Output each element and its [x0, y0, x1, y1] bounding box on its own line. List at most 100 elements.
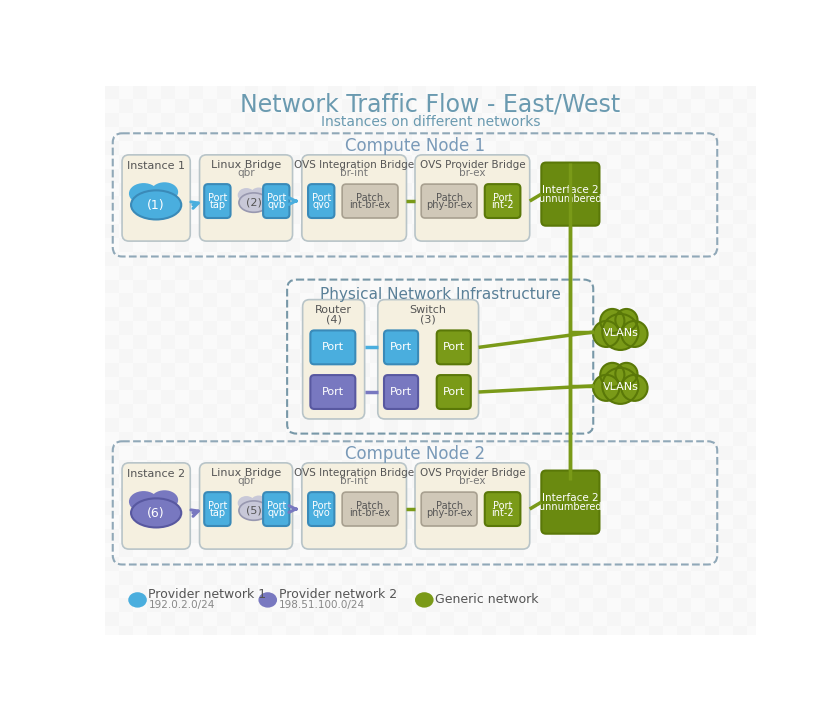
- Bar: [747, 501, 761, 515]
- Bar: [510, 210, 523, 224]
- Bar: [747, 127, 761, 141]
- Bar: [551, 183, 565, 197]
- Bar: [705, 391, 719, 404]
- Text: Port: Port: [266, 501, 286, 511]
- Bar: [412, 86, 426, 99]
- Bar: [328, 86, 342, 99]
- Bar: [649, 169, 663, 183]
- Bar: [510, 515, 523, 529]
- Bar: [398, 86, 412, 99]
- Bar: [593, 294, 607, 307]
- Bar: [370, 473, 384, 488]
- Bar: [607, 446, 621, 460]
- Bar: [133, 113, 147, 127]
- Bar: [510, 183, 523, 197]
- Bar: [607, 307, 621, 321]
- Bar: [160, 488, 175, 501]
- Bar: [105, 210, 119, 224]
- Bar: [607, 488, 621, 501]
- Bar: [342, 404, 356, 419]
- Bar: [272, 197, 286, 210]
- Bar: [649, 279, 663, 294]
- Bar: [705, 279, 719, 294]
- FancyBboxPatch shape: [302, 155, 407, 241]
- Bar: [580, 321, 593, 335]
- Bar: [690, 321, 705, 335]
- Bar: [356, 307, 370, 321]
- Bar: [690, 529, 705, 543]
- Bar: [244, 349, 259, 363]
- Bar: [202, 570, 217, 585]
- Bar: [719, 238, 732, 252]
- Bar: [356, 279, 370, 294]
- Bar: [440, 183, 454, 197]
- Bar: [147, 626, 160, 640]
- Bar: [663, 543, 677, 557]
- Bar: [398, 294, 412, 307]
- Bar: [286, 210, 301, 224]
- Bar: [301, 570, 314, 585]
- Bar: [496, 598, 510, 612]
- Bar: [635, 169, 649, 183]
- Bar: [677, 335, 691, 349]
- Bar: [607, 363, 621, 376]
- Bar: [259, 460, 272, 473]
- Bar: [272, 252, 286, 266]
- Bar: [230, 419, 244, 432]
- Bar: [133, 488, 147, 501]
- Bar: [635, 446, 649, 460]
- Bar: [244, 141, 259, 155]
- Bar: [314, 266, 328, 279]
- Bar: [677, 127, 691, 141]
- Bar: [301, 515, 314, 529]
- Bar: [272, 376, 286, 391]
- Bar: [160, 252, 175, 266]
- Bar: [217, 612, 230, 626]
- Bar: [398, 266, 412, 279]
- Bar: [538, 183, 551, 197]
- Bar: [523, 169, 538, 183]
- Bar: [663, 279, 677, 294]
- Bar: [328, 363, 342, 376]
- Bar: [454, 543, 468, 557]
- Bar: [523, 252, 538, 266]
- Bar: [593, 266, 607, 279]
- Bar: [607, 391, 621, 404]
- Bar: [663, 598, 677, 612]
- Bar: [510, 238, 523, 252]
- Bar: [119, 210, 133, 224]
- Bar: [370, 210, 384, 224]
- Bar: [663, 224, 677, 238]
- Bar: [705, 169, 719, 183]
- Bar: [719, 183, 732, 197]
- Bar: [160, 557, 175, 570]
- Bar: [565, 335, 580, 349]
- Bar: [370, 612, 384, 626]
- Bar: [747, 169, 761, 183]
- Bar: [314, 155, 328, 169]
- Bar: [230, 626, 244, 640]
- Bar: [621, 335, 635, 349]
- Bar: [510, 488, 523, 501]
- Bar: [230, 224, 244, 238]
- Text: OVS Provider Bridge: OVS Provider Bridge: [419, 160, 525, 170]
- Bar: [635, 515, 649, 529]
- Bar: [705, 155, 719, 169]
- Bar: [663, 488, 677, 501]
- Bar: [286, 169, 301, 183]
- Bar: [356, 183, 370, 197]
- Bar: [272, 419, 286, 432]
- Bar: [523, 446, 538, 460]
- Bar: [244, 335, 259, 349]
- Bar: [160, 155, 175, 169]
- FancyBboxPatch shape: [122, 463, 190, 549]
- Bar: [551, 529, 565, 543]
- Bar: [747, 86, 761, 99]
- Bar: [286, 155, 301, 169]
- Bar: [454, 612, 468, 626]
- Bar: [565, 127, 580, 141]
- Bar: [690, 391, 705, 404]
- Bar: [621, 197, 635, 210]
- Bar: [147, 321, 160, 335]
- Bar: [677, 391, 691, 404]
